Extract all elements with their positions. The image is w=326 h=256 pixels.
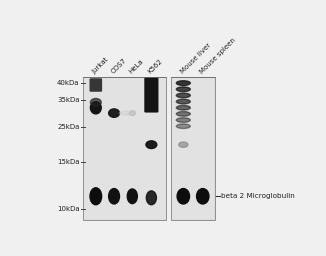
- Ellipse shape: [90, 99, 101, 106]
- Bar: [83, 77, 166, 220]
- Ellipse shape: [129, 111, 135, 115]
- Text: Jurkat: Jurkat: [92, 56, 110, 74]
- Text: HeLa: HeLa: [128, 58, 145, 74]
- Ellipse shape: [176, 99, 190, 104]
- Text: Mouse liver: Mouse liver: [179, 42, 212, 74]
- FancyBboxPatch shape: [90, 78, 102, 92]
- Ellipse shape: [177, 189, 189, 204]
- Text: 15kDa: 15kDa: [57, 159, 80, 165]
- Ellipse shape: [119, 111, 135, 115]
- Bar: [84, 78, 166, 219]
- Ellipse shape: [109, 189, 120, 204]
- Ellipse shape: [146, 141, 157, 148]
- Text: Mouse spleen: Mouse spleen: [199, 37, 237, 74]
- Text: 35kDa: 35kDa: [57, 97, 80, 103]
- Bar: [172, 78, 215, 219]
- Text: COS7: COS7: [110, 57, 127, 74]
- Text: K562: K562: [147, 58, 164, 74]
- Ellipse shape: [127, 189, 137, 204]
- Ellipse shape: [176, 105, 190, 110]
- Text: 10kDa: 10kDa: [57, 206, 80, 212]
- Ellipse shape: [176, 81, 190, 86]
- Ellipse shape: [109, 109, 120, 117]
- Ellipse shape: [176, 87, 190, 92]
- Text: beta 2 Microglobulin: beta 2 Microglobulin: [221, 193, 294, 199]
- Ellipse shape: [146, 191, 156, 205]
- Ellipse shape: [176, 118, 190, 122]
- Ellipse shape: [176, 124, 190, 129]
- Ellipse shape: [197, 189, 209, 204]
- Ellipse shape: [176, 112, 190, 116]
- FancyBboxPatch shape: [144, 78, 158, 113]
- Bar: [171, 77, 215, 220]
- Text: 25kDa: 25kDa: [57, 124, 80, 130]
- Ellipse shape: [90, 102, 101, 114]
- Ellipse shape: [176, 93, 190, 98]
- Ellipse shape: [90, 188, 102, 205]
- Text: 40kDa: 40kDa: [57, 80, 80, 86]
- Ellipse shape: [179, 142, 188, 147]
